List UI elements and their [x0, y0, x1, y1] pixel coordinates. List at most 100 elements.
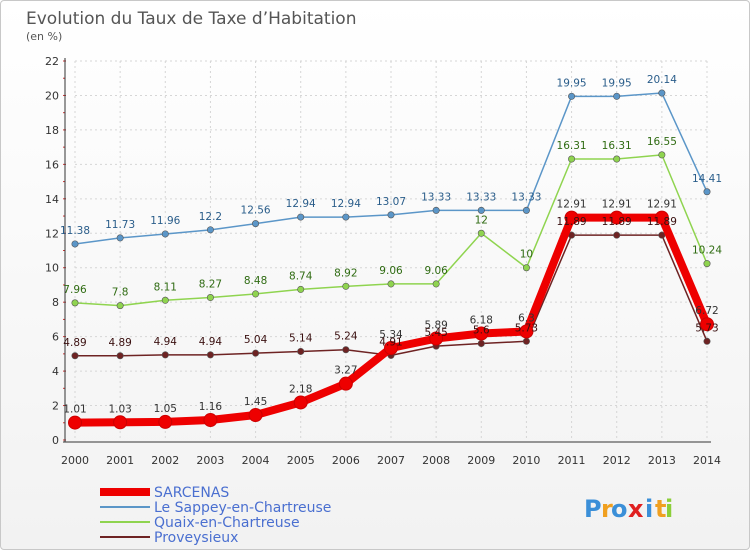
data-point: [71, 299, 79, 307]
data-point: [206, 351, 214, 359]
data-label: 4.94: [199, 336, 223, 348]
series-proveysieux: [71, 231, 711, 360]
y-tick-label: 4: [52, 365, 59, 378]
data-point: [252, 290, 260, 298]
data-point: [387, 211, 395, 219]
logo-letter: i: [645, 495, 653, 523]
data-point: [293, 395, 308, 410]
x-tick-label: 2012: [603, 454, 631, 467]
series-sarcenas: [68, 210, 714, 430]
data-point: [113, 415, 128, 430]
data-label: 3.27: [334, 365, 357, 377]
y-tick-label: 18: [45, 124, 59, 137]
data-label: 5.6: [473, 325, 490, 337]
x-tick-label: 2001: [106, 454, 134, 467]
x-tick-label: 2002: [151, 454, 179, 467]
series-le-sappey-en-chartreuse: [71, 89, 711, 248]
data-point: [297, 347, 305, 355]
legend-label: Le Sappey-en-Chartreuse: [154, 500, 331, 516]
data-point: [116, 234, 124, 242]
data-label: 6.72: [695, 305, 718, 317]
data-point: [700, 317, 714, 332]
data-label: 8.48: [244, 275, 267, 287]
data-point: [342, 213, 350, 221]
y-tick-label: 14: [45, 193, 59, 206]
x-tick-label: 2006: [332, 454, 360, 467]
y-tick-label: 2: [52, 400, 59, 413]
data-point: [297, 285, 305, 293]
y-tick-label: 8: [52, 296, 59, 309]
data-point: [116, 352, 124, 360]
chart-title: Evolution du Taux de Taxe d’Habitation: [26, 9, 356, 29]
y-tick-label: 20: [45, 89, 59, 102]
x-tick-label: 2011: [558, 454, 586, 467]
data-point: [338, 376, 353, 391]
data-point: [71, 352, 79, 360]
data-label: 11.38: [60, 225, 90, 237]
data-point: [116, 302, 124, 310]
data-label: 5.45: [424, 327, 447, 339]
data-label: 5.73: [695, 322, 718, 334]
data-label: 13.33: [421, 191, 451, 203]
data-label: 12.56: [241, 205, 271, 217]
x-tick-label: 2010: [512, 454, 540, 467]
data-label: 5.89: [424, 320, 447, 332]
data-label: 11.89: [647, 216, 677, 228]
y-tick-label: 22: [45, 55, 59, 68]
data-label: 8.27: [199, 279, 222, 291]
data-label: 6.18: [470, 315, 493, 327]
data-point: [568, 92, 576, 100]
legend-label: SARCENAS: [154, 485, 229, 501]
x-tick-label: 2000: [61, 454, 89, 467]
data-point: [474, 326, 489, 341]
data-label: 12.91: [602, 199, 632, 211]
data-point: [477, 340, 485, 348]
data-label: 12.2: [199, 211, 222, 223]
data-point: [568, 155, 576, 163]
x-tick-label: 2004: [242, 454, 270, 467]
y-tick-label: 12: [45, 227, 59, 240]
data-point: [252, 220, 260, 228]
data-label: 5.73: [515, 322, 538, 334]
legend-label: Proveysieux: [154, 530, 238, 546]
data-label: 12.94: [286, 198, 316, 210]
data-point: [297, 213, 305, 221]
data-point: [522, 264, 530, 272]
data-point: [71, 240, 79, 248]
data-point: [703, 188, 711, 196]
data-label: 9.06: [379, 265, 403, 277]
logo-letter: i: [665, 495, 673, 523]
data-label: 12.91: [647, 199, 677, 211]
data-point: [477, 229, 485, 237]
data-label: 4.94: [154, 336, 178, 348]
data-label: 9.06: [424, 265, 448, 277]
data-point: [384, 341, 398, 356]
data-point: [477, 206, 485, 214]
data-point: [429, 331, 444, 346]
data-point: [158, 414, 173, 429]
data-label: 1.03: [108, 403, 131, 415]
data-point: [161, 230, 169, 238]
x-tick-label: 2008: [422, 454, 450, 467]
x-tick-label: 2014: [693, 454, 721, 467]
x-tick-label: 2009: [467, 454, 495, 467]
data-label: 12.94: [331, 198, 361, 210]
data-label: 11.73: [105, 219, 135, 231]
y-tick-label: 6: [52, 331, 59, 344]
data-label: 1.05: [154, 403, 177, 415]
data-point: [161, 296, 169, 304]
data-label: 8.11: [154, 281, 177, 293]
data-label: 20.14: [647, 74, 677, 86]
data-point: [252, 349, 260, 357]
data-label: 19.95: [557, 77, 587, 89]
data-label: 12: [475, 214, 488, 226]
data-label: 4.89: [63, 337, 86, 349]
data-label: 4.89: [108, 337, 131, 349]
data-point: [522, 337, 530, 345]
data-point: [161, 351, 169, 359]
axes: 0 2 4 6 8 10 12 14 16 18 20 22 2000 2001 2002 2003 2004 2…: [45, 55, 721, 467]
data-point: [613, 231, 621, 239]
data-label: 5.14: [289, 332, 313, 344]
data-label: 2.18: [289, 383, 312, 395]
data-label: 1.16: [199, 401, 223, 413]
